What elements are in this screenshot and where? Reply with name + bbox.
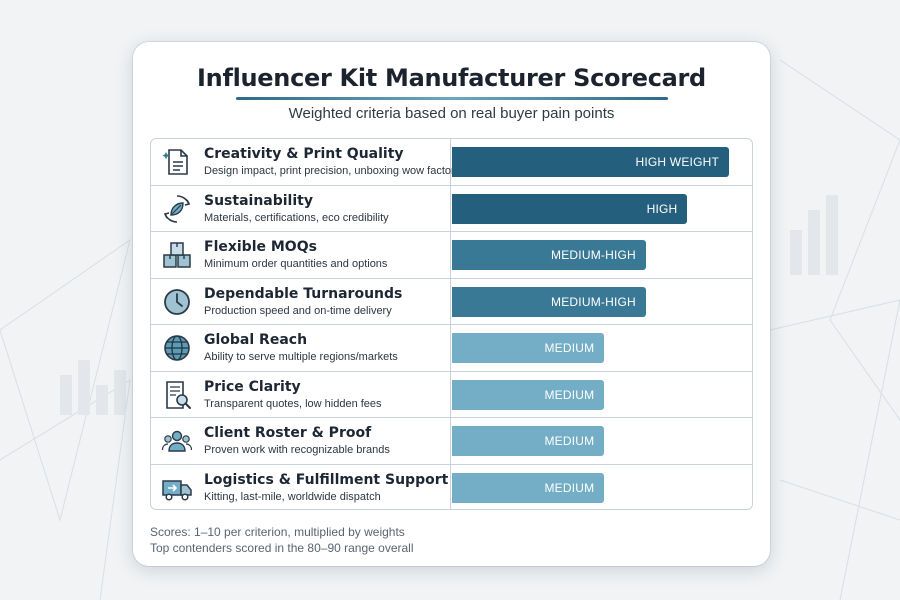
- recycle-leaf-icon: [161, 193, 193, 225]
- weight-bar: MEDIUM: [452, 472, 605, 503]
- weight-bar: MEDIUM: [452, 333, 605, 363]
- document-sparkle-icon: [161, 146, 193, 178]
- page-subtitle: Weighted criteria based on real buyer pa…: [288, 105, 615, 122]
- criterion-description: Ability to serve multiple regions/market…: [204, 351, 398, 363]
- criterion-cell: Logistics & Fulfillment Support Kitting, …: [151, 464, 451, 509]
- criterion-row: Global Reach Ability to serve multiple re…: [151, 325, 752, 372]
- title-underline: [236, 97, 668, 100]
- criterion-description: Production speed and on-time delivery: [204, 304, 392, 317]
- criterion-row: Client Roster & Proof Proven work with re…: [151, 418, 752, 465]
- criterion-name: Logistics & Fulfillment Support: [204, 471, 449, 488]
- criterion-cell: Flexible MOQs Minimum order quantities an…: [151, 232, 451, 278]
- criterion-name: Price Clarity: [204, 378, 301, 395]
- criterion-description: Transparent quotes, low hidden fees: [204, 397, 382, 410]
- footnote-contenders: Top contenders scored in the 80–90 range…: [150, 541, 414, 555]
- criterion-description: Kitting, last-mile, worldwide dispatch: [204, 490, 381, 503]
- criterion-row: Dependable Turnarounds Production speed a…: [151, 278, 752, 325]
- criterion-description: Minimum order quantities and options: [204, 258, 388, 270]
- scorecard-table: Creativity & Print Quality Design impact,…: [150, 138, 753, 510]
- people-group-icon: [161, 425, 193, 457]
- weight-label: MEDIUM-HIGH: [551, 248, 636, 262]
- criterion-description: Materials, certifications, eco credibili…: [204, 211, 389, 224]
- criterion-cell: Creativity & Print Quality Design impact,…: [151, 139, 455, 185]
- weight-bar: MEDIUM-HIGH: [452, 286, 646, 317]
- weight-label: MEDIUM-HIGH: [551, 294, 636, 309]
- weight-bar: MEDIUM: [452, 426, 605, 456]
- criterion-row: Flexible MOQs Minimum order quantities an…: [151, 232, 752, 279]
- weight-bar: HIGH WEIGHT: [452, 147, 729, 177]
- boxes-icon: [161, 239, 193, 271]
- criterion-name: Global Reach: [204, 332, 308, 348]
- clock-icon: [161, 286, 193, 318]
- invoice-magnifier-icon: [161, 379, 193, 411]
- criterion-row: Sustainability Materials, certifications,…: [151, 185, 752, 232]
- criterion-name: Sustainability: [204, 192, 313, 209]
- weight-label: MEDIUM: [544, 480, 595, 495]
- globe-icon: [161, 332, 193, 364]
- criterion-description: Design impact, print precision, unboxing…: [204, 165, 455, 177]
- weight-label: HIGH WEIGHT: [635, 155, 719, 169]
- criterion-name: Creativity & Print Quality: [204, 146, 404, 162]
- criterion-name: Dependable Turnarounds: [204, 285, 403, 302]
- criterion-cell: Price Clarity Transparent quotes, low hid…: [151, 371, 451, 417]
- criterion-name: Flexible MOQs: [204, 239, 317, 255]
- criterion-row: Creativity & Print Quality Design impact,…: [151, 139, 752, 186]
- footnote-scoring: Scores: 1–10 per criterion, multiplied b…: [150, 525, 405, 539]
- weight-label: HIGH: [646, 201, 678, 216]
- criterion-description: Proven work with recognizable brands: [204, 444, 390, 456]
- weight-bar: MEDIUM: [452, 379, 605, 410]
- criterion-cell: Sustainability Materials, certifications,…: [151, 185, 451, 231]
- criterion-row: Logistics & Fulfillment Support Kitting, …: [151, 464, 752, 509]
- delivery-truck-icon: [161, 472, 193, 504]
- criterion-name: Client Roster & Proof: [204, 425, 372, 441]
- weight-label: MEDIUM: [544, 387, 595, 402]
- weight-label: MEDIUM: [544, 434, 595, 448]
- weight-bar: MEDIUM-HIGH: [452, 240, 646, 270]
- criterion-cell: Global Reach Ability to serve multiple re…: [151, 325, 451, 371]
- weight-label: MEDIUM: [544, 341, 595, 355]
- scorecard-card: Influencer Kit Manufacturer Scorecard We…: [133, 42, 770, 566]
- weight-bar: HIGH: [452, 193, 688, 224]
- criterion-row: Price Clarity Transparent quotes, low hid…: [151, 371, 752, 418]
- page-title: Influencer Kit Manufacturer Scorecard: [197, 64, 706, 92]
- criterion-cell: Dependable Turnarounds Production speed a…: [151, 278, 451, 324]
- criterion-cell: Client Roster & Proof Proven work with re…: [151, 418, 451, 464]
